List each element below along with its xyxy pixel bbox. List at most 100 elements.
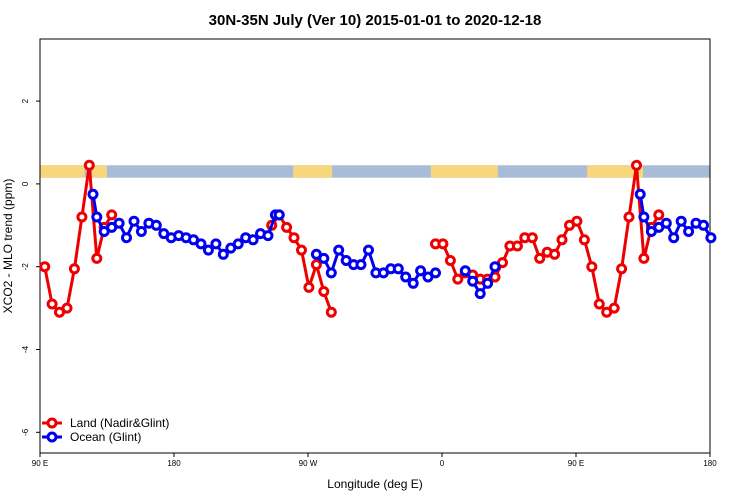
series-0-point-2-3 <box>452 273 464 285</box>
series-0-point-2-26 <box>623 211 635 223</box>
series-1-point-1-7 <box>363 244 374 256</box>
y-tick-label-4: -6 <box>21 428 30 436</box>
series-0-point-2-11 <box>511 240 523 252</box>
series-0-point-2-30 <box>653 209 665 221</box>
series-1-point-2-2 <box>474 288 486 300</box>
series-0-point-0-1 <box>46 298 58 310</box>
series-1-point-3-5 <box>668 232 680 244</box>
series-0-point-2-19 <box>571 215 583 227</box>
series-0-point-2-14 <box>534 252 546 264</box>
series-1-point-1-6 <box>355 259 367 271</box>
series-0-point-2-27 <box>631 159 642 171</box>
x-axis: 90 E 180 90 W 0 90 E 180 <box>32 453 717 468</box>
series-0-point-2-17 <box>556 234 568 246</box>
series-0-point-2-16 <box>549 248 561 260</box>
series-0-point-1-5 <box>303 281 315 293</box>
chart-title: 30N-35N July (Ver 10) 2015-01-01 to 2020… <box>209 12 542 29</box>
series-0-point-2-2 <box>444 255 456 266</box>
x-axis-label: Longitude (deg E) <box>327 477 422 491</box>
legend-label-ocean: Ocean (Glint) <box>70 430 141 444</box>
series-1-point-1-12 <box>400 271 412 283</box>
series-1-point-0-22 <box>247 234 259 246</box>
series-1-point-0-15 <box>195 238 207 250</box>
x-tick-label-5: 180 <box>703 459 717 468</box>
series-1-point-0-24 <box>262 230 274 242</box>
series-0-point-1-8 <box>325 306 337 318</box>
series-0-line-0 <box>43 163 113 314</box>
y-axis-label: XCO2 - MLO trend (ppm) <box>1 179 15 314</box>
series-0-point-2-13 <box>526 232 538 244</box>
y-tick-label-0: 2 <box>21 98 30 103</box>
y-axis: 2 0 -2 -4 -6 <box>21 98 40 436</box>
series-1-point-1-2 <box>325 267 337 279</box>
series-1-point-3-10 <box>705 232 717 244</box>
series-1-point-0-20 <box>232 238 244 250</box>
surface-band-land-1 <box>92 165 107 178</box>
series-0-point-2-22 <box>593 298 605 310</box>
series-0-line-2 <box>435 163 661 314</box>
series-0-point-0-4 <box>68 263 80 275</box>
surface-band-land-3 <box>430 165 498 178</box>
series-0-point-1-2 <box>281 221 293 233</box>
y-tick-label-2: -2 <box>21 263 30 271</box>
surface-band-ocean <box>40 165 710 178</box>
x-tick-label-2: 90 W <box>299 459 318 468</box>
x-tick-label-3: 0 <box>440 459 445 468</box>
series-0-point-0-9 <box>106 209 118 221</box>
y-tick-label-1: 0 <box>21 181 30 186</box>
series-1-point-0-17 <box>210 238 222 250</box>
series-1-point-0-18 <box>217 248 229 260</box>
series-1-point-1-11 <box>392 263 404 275</box>
series-1-point-3-1 <box>638 211 650 223</box>
series-1-point-1-13 <box>407 277 419 289</box>
series-1-point-0-5 <box>121 232 132 244</box>
series-0 <box>39 159 665 318</box>
series-0-point-0-7 <box>91 252 103 264</box>
series-1-point-3-4 <box>660 217 672 229</box>
series-1-point-0-1 <box>91 211 103 223</box>
series-0-point-1-6 <box>310 259 322 271</box>
series-0-point-2-28 <box>638 252 650 264</box>
series-0-point-2-24 <box>608 302 620 314</box>
series-1-point-1-1 <box>318 252 330 264</box>
series-1-point-0-4 <box>113 217 125 229</box>
series-0-point-0-5 <box>76 211 88 223</box>
series-0-point-0-0 <box>39 261 51 273</box>
series-1-point-2-0 <box>459 265 471 277</box>
series-1-point-0-16 <box>202 244 214 256</box>
legend-swatch-ocean-marker <box>46 431 58 443</box>
legend-swatch-land-marker <box>46 417 58 429</box>
series-1-point-3-7 <box>683 226 695 237</box>
series-1-point-0-6 <box>128 215 140 227</box>
series-1-point-2-3 <box>482 277 494 289</box>
legend-label-land: Land (Nadir&Glint) <box>70 416 169 430</box>
series-1-point-0-26 <box>273 209 285 221</box>
series-1 <box>87 188 717 300</box>
series-1-point-0-0 <box>87 188 99 200</box>
plot-frame <box>39 38 711 454</box>
series-1-point-3-6 <box>675 215 687 227</box>
series-1-point-3-9 <box>698 219 709 231</box>
series-0-point-1-7 <box>318 286 330 297</box>
series-0-point-2-20 <box>578 234 590 246</box>
series-0-point-2-25 <box>616 263 628 275</box>
series-1-point-1-3 <box>333 244 345 256</box>
surface-band <box>40 165 710 178</box>
series-1-point-0-9 <box>150 219 162 231</box>
series-0-point-2-21 <box>586 261 598 273</box>
x-tick-label-1: 180 <box>167 459 181 468</box>
series-1-point-3-0 <box>634 188 646 200</box>
series-layer <box>39 159 717 318</box>
surface-band-land-2 <box>293 165 333 178</box>
series-0-point-0-6 <box>83 159 95 171</box>
series-1-point-2-1 <box>467 275 479 287</box>
series-0-point-2-1 <box>437 238 449 250</box>
series-1-point-1-16 <box>430 267 441 279</box>
series-1-point-2-4 <box>489 261 501 273</box>
series-0-point-1-3 <box>288 232 300 244</box>
y-tick-label-3: -4 <box>21 345 30 353</box>
x-tick-label-0: 90 E <box>32 459 48 468</box>
surface-band-land-4 <box>587 165 643 178</box>
series-0-point-0-3 <box>61 302 73 314</box>
